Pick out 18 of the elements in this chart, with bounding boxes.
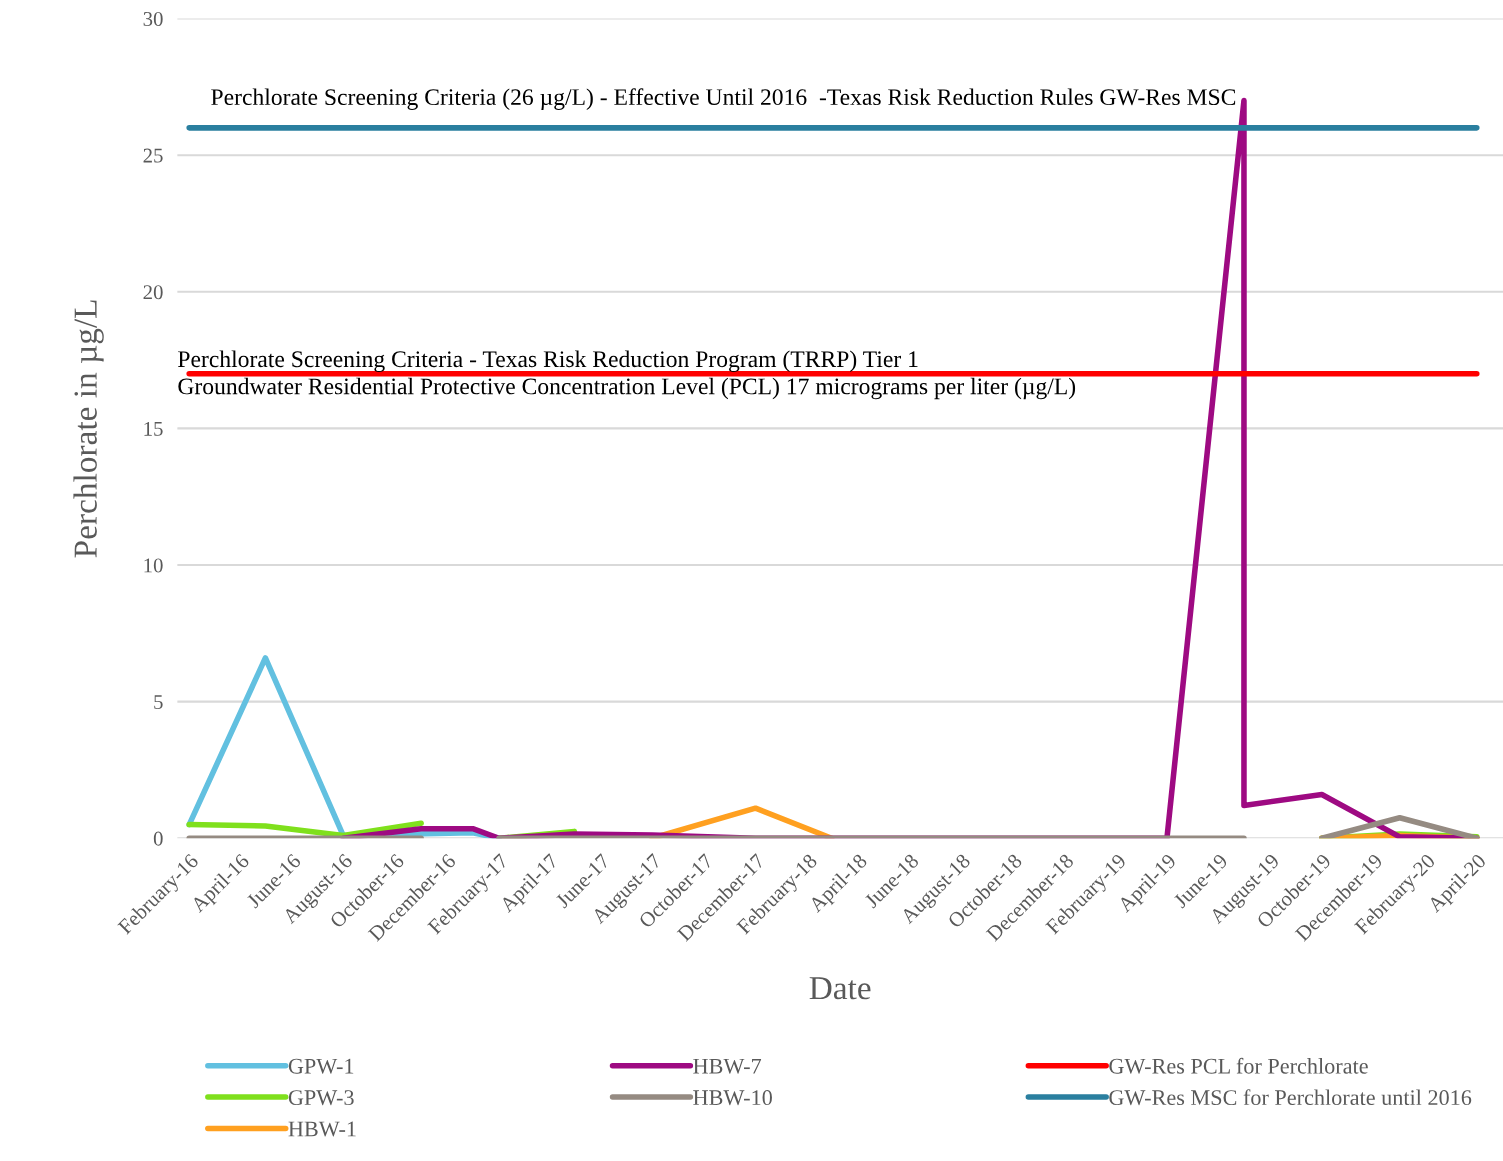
y-tick-label: 20: [143, 285, 163, 300]
x-axis-title: Date: [809, 977, 871, 1000]
legend-label: GPW-1: [288, 1058, 354, 1074]
annotation: Perchlorate Screening Criteria - Texas Risk Reduction Program (TRRP) Tier 1 Groundwater Residential Protective Concentration Level (PCL) 17 micrograms per liter (µg/L): [178, 350, 1076, 400]
legend-label: HBW-10: [693, 1090, 772, 1106]
legend-label: HBW-1: [288, 1121, 356, 1137]
y-tick-label: 0: [153, 831, 163, 846]
legend-label: GPW-3: [288, 1090, 354, 1106]
y-axis-title: Perchlorate in µg/L: [73, 300, 104, 558]
y-tick-label: 5: [154, 695, 163, 710]
legend-label: GW-Res MSC for Perchlorate until 2016: [1109, 1089, 1472, 1106]
y-tick-label: 30: [143, 11, 163, 27]
legend-label: GW-Res PCL for Perchlorate: [1109, 1057, 1368, 1074]
y-tick-label: 25: [143, 148, 163, 163]
annotation: Perchlorate Screening Criteria (26 µg/L) - Effective Until 2016 -Texas Risk Reduction Rules GW-Res MSC: [211, 88, 1236, 110]
legend-label: HBW-7: [693, 1058, 762, 1074]
y-tick-label: 10: [144, 558, 163, 573]
y-tick-label: 15: [144, 421, 163, 436]
